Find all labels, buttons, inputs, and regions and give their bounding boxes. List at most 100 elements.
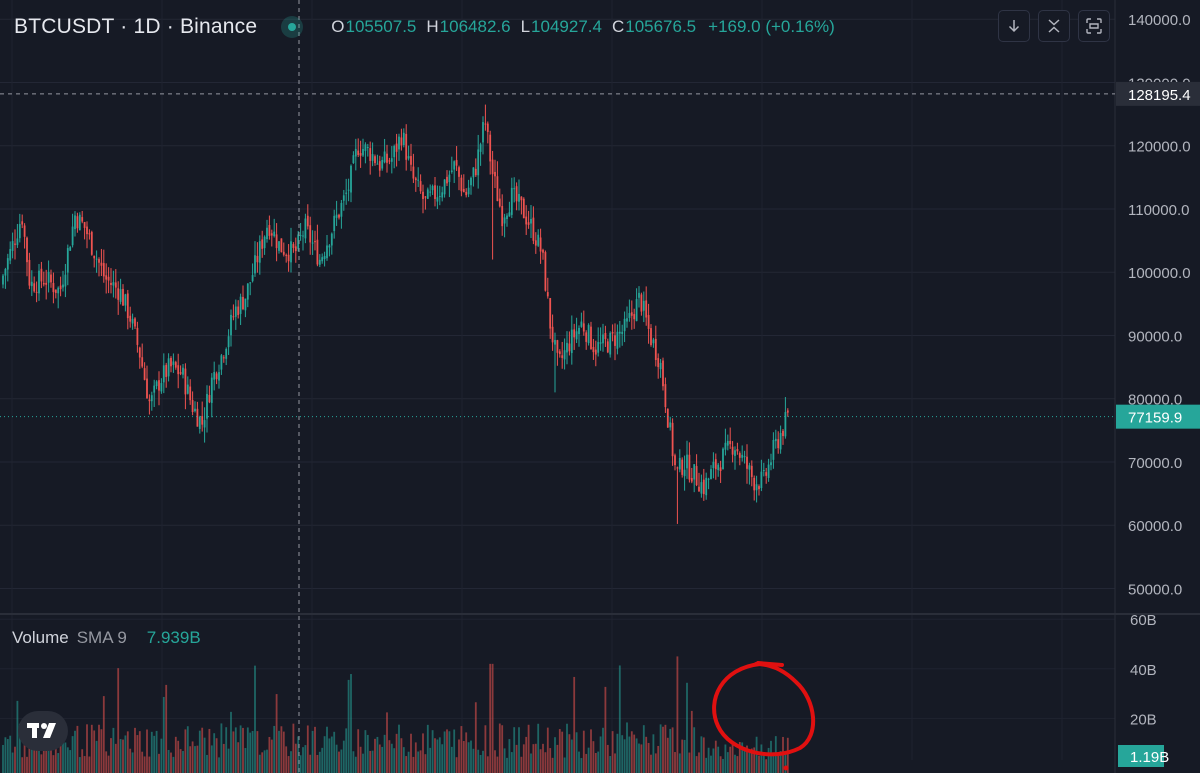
volume-bar [47, 730, 50, 773]
volume-bar [321, 747, 324, 773]
volume-bar [78, 757, 81, 773]
candle-body [563, 350, 566, 360]
volume-bar [722, 758, 724, 773]
volume-bar [501, 725, 504, 773]
arrow-down-button[interactable] [998, 10, 1030, 42]
candle-body [167, 358, 170, 377]
candle-body [618, 331, 621, 334]
volume-bar [570, 739, 573, 773]
candle-body [614, 335, 616, 346]
symbol-header: BTCUSDT · 1D · Binance O105507.5 H106482… [14, 12, 835, 42]
candle-body [395, 143, 398, 152]
volume-bar [448, 731, 451, 773]
candle-body [371, 154, 374, 161]
candle-body [263, 236, 266, 249]
volume-bar [585, 753, 588, 773]
tradingview-logo[interactable] [18, 711, 68, 751]
volume-bar [537, 723, 540, 773]
volume-bar [52, 755, 55, 773]
volume-bar [719, 756, 722, 773]
volume-bar [57, 753, 60, 773]
volume-bar [743, 747, 746, 773]
volume-legend[interactable]: Volume SMA 9 7.939B [12, 628, 201, 648]
candle-body [520, 196, 523, 201]
volume-bar [724, 744, 727, 773]
volume-bar [122, 739, 124, 773]
volume-bar [237, 742, 240, 773]
candle-body [590, 326, 592, 350]
volume-bar [114, 743, 117, 773]
candle-body [388, 160, 391, 162]
candle-body [14, 243, 16, 245]
volume-bar [561, 731, 564, 773]
volume-bar [129, 748, 132, 773]
candle-body [258, 241, 261, 263]
volume-bar [153, 735, 156, 773]
volume-bar [162, 696, 165, 773]
candle-body [40, 268, 43, 282]
volume-bar [117, 668, 120, 773]
volume-bar [4, 737, 7, 773]
candle-body [242, 296, 244, 310]
volume-bar [273, 725, 276, 773]
candle-body [506, 215, 508, 220]
volume-bar [381, 746, 384, 773]
candle-body [177, 365, 180, 375]
volume-bar [472, 748, 475, 773]
candle-body [412, 166, 415, 179]
candle-body [64, 274, 67, 287]
candle-body [261, 239, 264, 249]
price-tick-label: 120000.0 [1128, 139, 1191, 156]
candle-body [657, 358, 660, 368]
symbol-title[interactable]: BTCUSDT · 1D · Binance [14, 15, 258, 38]
volume-bar [621, 735, 624, 773]
volume-bar [371, 750, 374, 773]
volume-bar [345, 728, 348, 773]
volume-bar [558, 729, 561, 773]
tradingview-logo-icon [27, 723, 56, 738]
candle-body [556, 340, 559, 353]
volume-bar [242, 727, 244, 773]
candle-body [722, 448, 724, 470]
volume-bar [784, 752, 787, 773]
candle-body [398, 136, 400, 150]
candle-body [422, 191, 424, 199]
candle-body [544, 252, 547, 291]
volume-bar [357, 729, 360, 773]
candle-body [95, 258, 98, 260]
fullscreen-button[interactable] [1078, 10, 1110, 42]
volume-bar [532, 744, 535, 773]
volume-bar [208, 728, 211, 773]
volume-bar [436, 739, 439, 773]
candle-body [2, 275, 4, 285]
current-price-badge [1116, 404, 1200, 429]
candle-body [530, 218, 532, 224]
volume-bar [107, 755, 110, 773]
volume-bar [222, 743, 225, 773]
candle-body [270, 233, 273, 236]
candle-body [71, 226, 74, 246]
volume-bar [206, 754, 208, 773]
volume-bar [352, 751, 355, 773]
candle-body [138, 347, 141, 358]
candle-body [594, 349, 597, 355]
volume-bar [474, 702, 477, 773]
volume-bar [434, 738, 436, 773]
volume-bar [23, 737, 26, 773]
candle-body [604, 333, 607, 340]
volume-bar [736, 756, 739, 773]
candle-body [246, 283, 249, 300]
collapse-button[interactable] [1038, 10, 1070, 42]
candle-body [758, 486, 760, 490]
volume-bar [395, 733, 398, 773]
candle-body [587, 324, 590, 344]
volume-bar [506, 757, 508, 773]
volume-bar [333, 731, 336, 773]
candle-body [153, 385, 156, 393]
candle-body [753, 477, 756, 491]
volume-bar [299, 755, 302, 773]
volume-bar [297, 736, 300, 773]
volume-sma-label: SMA 9 [76, 628, 127, 647]
